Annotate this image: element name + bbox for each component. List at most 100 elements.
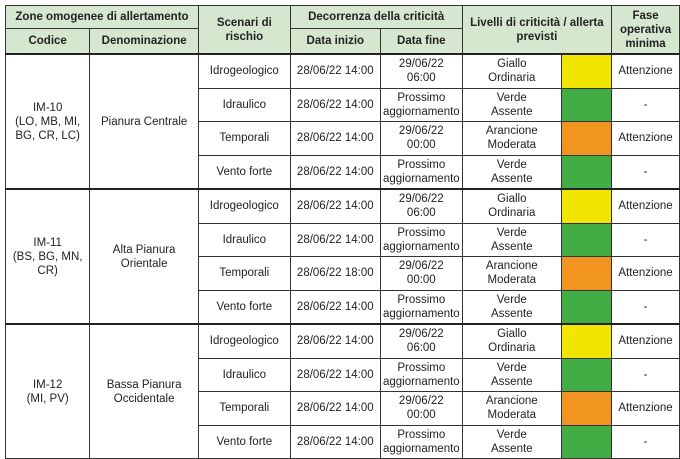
end-date: 29/06/22 06:00	[379, 323, 463, 359]
start-date: 28/06/22 14:00	[289, 121, 381, 156]
end-date: 29/06/22 00:00	[379, 256, 463, 291]
table-row: Vento forte 28/06/22 14:00 Prossimo aggior…	[6, 154, 680, 190]
level-label: Arancione	[485, 260, 538, 273]
level-color-swatch	[560, 53, 613, 89]
level-text: Arancione Moderata	[461, 121, 562, 156]
alert-label: Moderata	[487, 139, 537, 152]
scenario: Idrogeologico	[197, 53, 291, 89]
start-date: 28/06/22 18:00	[289, 256, 381, 291]
operative-phase: -	[611, 289, 680, 325]
table-row: Temporali 28/06/22 18:00 29/06/22 00:00 Ara…	[6, 256, 680, 291]
header-codice: Codice	[4, 28, 91, 55]
operative-phase: Attenzione	[611, 323, 680, 359]
end-date: Prossimo aggiornamento	[379, 357, 463, 392]
level-color-swatch	[560, 87, 613, 122]
level-label: Verde	[496, 226, 527, 239]
table-row: Idraulico 28/06/22 14:00 Prossimo aggiorna…	[6, 87, 680, 122]
alert-label: Ordinaria	[488, 342, 536, 355]
table-row: IM-12 (MI, PV) Bassa Pianura Occidentale Id…	[4, 323, 680, 459]
header-zone: Zone omogenee di allertamento	[5, 5, 199, 29]
zone-code: IM-11 (BS, BG, MN, CR)	[4, 188, 91, 325]
zone-name: Alta Pianura Orientale	[89, 188, 199, 325]
operative-phase: Attenzione	[611, 188, 680, 224]
level-text: Verde Assente	[461, 357, 562, 392]
end-date: Prossimo aggiornamento	[379, 424, 463, 459]
level-color-swatch	[560, 121, 613, 156]
end-date: Prossimo aggiornamento	[379, 154, 463, 190]
level-text: Verde Assente	[461, 289, 562, 325]
table-body: IM-10 (LO, MB, MI, BG, CR, LC) Pianura Cen…	[4, 53, 680, 459]
zone-code: IM-10 (LO, MB, MI, BG, CR, LC)	[4, 53, 91, 190]
level-label: Verde	[496, 361, 527, 374]
scenario: Temporali	[197, 256, 291, 291]
level-color-swatch	[560, 357, 613, 392]
level-color-swatch	[560, 289, 613, 325]
scenario: Temporali	[197, 121, 291, 156]
operative-phase: Attenzione	[611, 256, 680, 291]
zone-name: Pianura Centrale	[89, 53, 199, 190]
table-row: Vento forte 28/06/22 14:00 Prossimo aggior…	[6, 289, 680, 325]
alert-label: Assente	[491, 105, 533, 118]
alert-label: Moderata	[487, 409, 537, 422]
alert-label: Assente	[491, 442, 533, 455]
start-date: 28/06/22 14:00	[289, 222, 381, 257]
zone-code: IM-11	[33, 236, 62, 249]
alert-label: Assente	[491, 307, 533, 320]
end-date: 29/06/22 06:00	[379, 53, 463, 89]
alert-label: Assente	[491, 240, 533, 253]
level-label: Verde	[496, 428, 527, 441]
end-date: Prossimo aggiornamento	[379, 87, 463, 122]
operative-phase: -	[611, 222, 680, 257]
operative-phase: -	[611, 424, 680, 459]
alert-label: Moderata	[487, 274, 537, 287]
level-label: Giallo	[497, 193, 527, 206]
start-date: 28/06/22 14:00	[289, 357, 381, 392]
table-row: IM-11 (BS, BG, MN, CR) Alta Pianura Orient…	[4, 188, 680, 325]
start-date: 28/06/22 14:00	[289, 53, 381, 89]
level-text: Verde Assente	[461, 222, 562, 257]
scenario: Idrogeologico	[197, 188, 291, 224]
alert-label: Ordinaria	[488, 207, 536, 220]
zone-provinces: (BS, BG, MN, CR)	[12, 250, 83, 277]
operative-phase: Attenzione	[611, 391, 680, 426]
level-label: Verde	[496, 293, 527, 306]
level-label: Arancione	[485, 125, 538, 138]
level-color-swatch	[560, 154, 613, 190]
level-text: Verde Assente	[461, 87, 562, 122]
level-color-swatch	[560, 222, 613, 257]
scenario: Idraulico	[197, 222, 291, 257]
level-label: Giallo	[497, 328, 527, 341]
level-label: Verde	[496, 158, 527, 171]
header-fase: Fase operativa minima	[611, 5, 680, 55]
zone-code: IM-12	[32, 378, 63, 391]
level-color-swatch	[560, 256, 613, 291]
scenario: Temporali	[197, 391, 291, 426]
operative-phase: -	[611, 154, 680, 190]
zone-code: IM-10	[32, 101, 63, 114]
level-color-swatch	[560, 391, 613, 426]
table-row: Temporali 28/06/22 14:00 29/06/22 00:00 Ara…	[6, 391, 680, 426]
zone-code: IM-12 (MI, PV)	[4, 323, 91, 459]
scenario: Vento forte	[197, 154, 291, 190]
scenario: Idraulico	[197, 357, 291, 392]
start-date: 28/06/22 14:00	[289, 289, 381, 325]
table-row: Idraulico 28/06/22 14:00 Prossimo aggiorna…	[6, 357, 680, 392]
header-denominazione: Denominazione	[89, 28, 199, 55]
level-text: Arancione Moderata	[461, 256, 562, 291]
start-date: 28/06/22 14:00	[289, 188, 381, 224]
header-scenari: Scenari di rischio	[197, 5, 291, 55]
level-color-swatch	[560, 323, 613, 359]
scenario: Vento forte	[197, 424, 291, 459]
table-row: IM-10 (LO, MB, MI, BG, CR, LC) Pianura Cen…	[4, 53, 680, 190]
alert-label: Ordinaria	[488, 72, 536, 85]
level-text: Giallo Ordinaria	[461, 188, 562, 224]
level-label: Verde	[496, 91, 527, 104]
table-row: Idraulico 28/06/22 14:00 Prossimo aggiorna…	[6, 222, 680, 257]
level-text: Giallo Ordinaria	[461, 53, 562, 89]
operative-phase: -	[611, 87, 680, 122]
operative-phase: Attenzione	[611, 53, 680, 89]
zone-provinces: (LO, MB, MI, BG, CR, LC)	[15, 115, 81, 142]
level-color-swatch	[560, 188, 613, 224]
table-row: Temporali 28/06/22 14:00 29/06/22 00:00 Ara…	[6, 121, 680, 156]
header-decorrenza: Decorrenza della criticità	[289, 5, 463, 29]
